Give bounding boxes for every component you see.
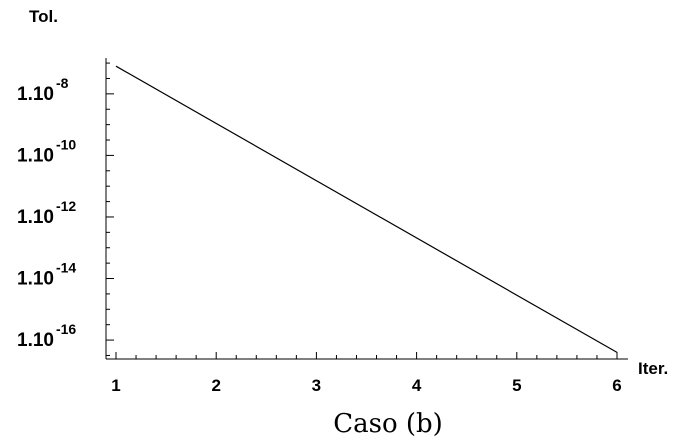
y-tick-base: 1.10 (17, 330, 54, 351)
x-tick-label: 4 (412, 376, 422, 395)
x-tick-label: 1 (111, 376, 120, 395)
y-tick-label: 1.10-14 (17, 260, 76, 290)
y-tick-label: 1.10-8 (17, 75, 69, 105)
y-tick-exponent: -14 (56, 260, 76, 276)
y-tick-base: 1.10 (17, 84, 54, 105)
y-tick-exponent: -10 (56, 136, 76, 152)
y-tick-base: 1.10 (17, 269, 54, 290)
x-tick-label: 5 (512, 376, 521, 395)
x-axis-label: Iter. (638, 359, 668, 378)
x-tick-label: 6 (612, 376, 621, 395)
series-layer (115, 65, 618, 353)
y-tick-exponent: -8 (56, 75, 69, 91)
y-tick-label: 1.10-12 (17, 198, 76, 228)
y-tick-label: 1.10-16 (17, 321, 76, 351)
ticks: 1 2 3 4 5 61.10-81.10-101.10-121.10-141.10-16 (17, 62, 622, 395)
x-tick-label: 2 (211, 376, 220, 395)
y-tick-base: 1.10 (17, 145, 54, 166)
series-line (115, 65, 618, 353)
chart-caption: Caso (b) (333, 409, 443, 439)
y-tick-exponent: -12 (56, 198, 76, 214)
x-tick-label: 3 (312, 376, 321, 395)
y-tick-label: 1.10-10 (17, 136, 76, 166)
y-tick-base: 1.10 (17, 207, 54, 228)
y-axis-label: Tol. (29, 7, 58, 26)
y-tick-exponent: -16 (56, 321, 76, 337)
